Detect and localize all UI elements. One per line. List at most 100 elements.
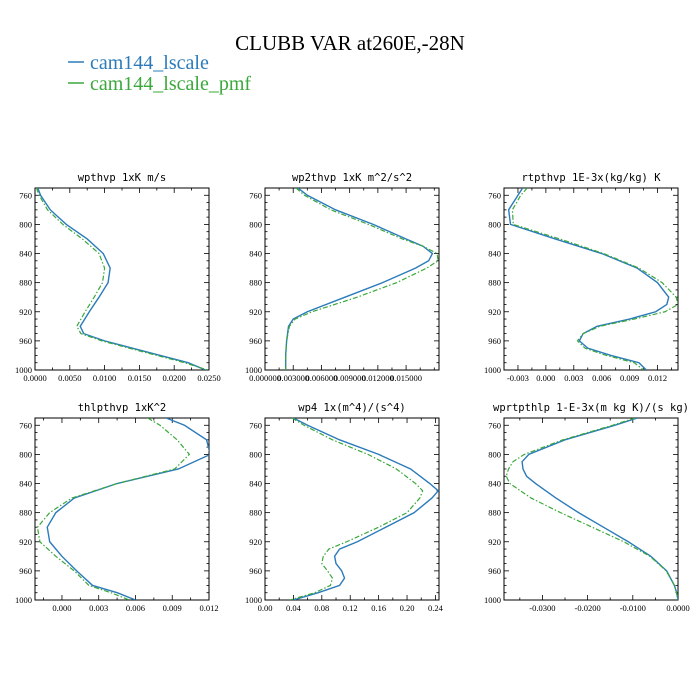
x-tick-label: -0.0200 [575, 603, 601, 613]
x-tick-label: 0.009 [620, 373, 639, 383]
legend: cam144_lscale cam144_lscale_pmf [68, 52, 251, 95]
panels: wpthvp 1xK m/s76080084088092096010000.00… [15, 172, 690, 613]
series-line-lscale-pmf [36, 418, 191, 600]
panel-5: wp4 1x(m^4)/(s^4)76080084088092096010000… [245, 402, 444, 613]
panel-title: wp2thvp 1xK m^2/s^2 [292, 172, 412, 184]
x-tick-label: 0.0050 [58, 373, 81, 383]
x-tick-label: 0.20 [400, 603, 415, 613]
x-tick-label: 0.006 [126, 603, 145, 613]
x-tick-label: 0.0000 [666, 603, 689, 613]
plot-frame [503, 187, 679, 371]
x-tick-label: 0.000 [52, 603, 71, 613]
plot-frame [503, 417, 679, 601]
plot-frame [34, 417, 210, 601]
y-tick-label: 800 [249, 449, 262, 459]
y-tick-label: 880 [249, 508, 262, 518]
y-tick-label: 880 [19, 278, 32, 288]
x-tick-label: 0.24 [428, 603, 444, 613]
x-tick-label: 0.0250 [197, 373, 220, 383]
y-tick-label: 960 [488, 566, 501, 576]
plot-frame [34, 187, 210, 371]
y-tick-label: 920 [249, 307, 262, 317]
panel-3: rtpthvp 1E-3x(kg/kg) K 760 800 840 880 920 960… [484, 172, 679, 383]
panel-1: wpthvp 1xK m/s76080084088092096010000.00… [15, 172, 221, 383]
y-tick-label: 840 [249, 249, 262, 259]
y-tick-label: 760 [249, 190, 262, 200]
panel-title: rtpthvp 1E-3x(kg/kg) K [521, 172, 661, 184]
series-line-lscale-pmf [505, 418, 678, 600]
panel-title: thlpthvp 1xK^2 [78, 402, 167, 414]
y-tick-label: 800 [249, 219, 262, 229]
x-tick-label: 0.012 [199, 603, 218, 613]
series-line-lscale-pmf [285, 188, 439, 370]
y-tick-label: 800 [19, 449, 32, 459]
x-tick-label: 0.04 [286, 603, 302, 613]
panel-6: wprtpthlp 1-E-3x(m kg K)/(s kg) 760 800 840… [484, 402, 690, 613]
y-tick-label: 920 [488, 307, 501, 317]
y-tick-label: 960 [19, 566, 32, 576]
x-tick-label: 0.003 [89, 603, 108, 613]
panel-title: wpthvp 1xK m/s [78, 172, 167, 184]
series-line-lscale [507, 188, 670, 370]
y-tick-label: 880 [19, 508, 32, 518]
legend-label-lscale-pmf: cam144_lscale_pmf [90, 73, 251, 95]
x-tick-label: 0.009000 [334, 373, 366, 383]
y-tick-label: 920 [249, 537, 262, 547]
series-line-lscale-pmf [289, 418, 424, 600]
panel-title: wprtpthlp 1-E-3x(m kg K)/(s kg) [493, 402, 689, 414]
series-line-lscale [293, 418, 439, 600]
y-tick-label: 800 [19, 219, 32, 229]
x-tick-label: 0.0000 [23, 373, 46, 383]
x-tick-label: 0.000000 [249, 373, 281, 383]
x-tick-label: 0.015000 [390, 373, 422, 383]
y-tick-label: 1000 [484, 365, 501, 375]
x-tick-label: -0.0300 [529, 603, 555, 613]
x-tick-label: 0.003000 [277, 373, 309, 383]
series-line-lscale [521, 418, 678, 600]
y-tick-label: 760 [488, 190, 501, 200]
y-tick-label: 960 [19, 336, 32, 346]
y-tick-label: 920 [19, 537, 32, 547]
y-tick-label: 880 [249, 278, 262, 288]
x-tick-label: 0.00 [258, 603, 273, 613]
y-tick-label: 1000 [15, 595, 32, 605]
series-line-lscale [284, 188, 434, 370]
series-line-lscale [46, 418, 209, 600]
y-tick-label: 1000 [484, 595, 501, 605]
y-tick-label: 760 [488, 420, 501, 430]
series-line-lscale-pmf [35, 188, 208, 370]
panel-2: wp2thvp 1xK m^2/s^2 760 800 840 880 920 960 100… [245, 172, 440, 383]
legend-label-lscale: cam144_lscale [90, 52, 209, 74]
y-tick-label: 840 [19, 479, 32, 489]
x-tick-label: 0.12 [343, 603, 358, 613]
y-tick-label: 960 [249, 566, 262, 576]
x-tick-label: -0.003 [507, 373, 529, 383]
y-tick-label: 880 [488, 278, 501, 288]
y-tick-label: 840 [19, 249, 32, 259]
x-tick-label: 0.009 [163, 603, 182, 613]
plot-frame [264, 187, 440, 371]
y-tick-label: 920 [19, 307, 32, 317]
y-tick-label: 760 [249, 420, 262, 430]
y-tick-label: 800 [488, 219, 501, 229]
x-tick-label: 0.0100 [93, 373, 116, 383]
figure-title: CLUBB VAR at260E,-28N [235, 31, 465, 55]
panel-4: thlpthvp 1xK^2 760 800 840 880 920 960 1000 0.00… [15, 402, 219, 613]
series-line-lscale [37, 188, 206, 370]
series-line-lscale-pmf [511, 188, 678, 370]
x-tick-label: 0.012 [648, 373, 667, 383]
y-tick-label: 840 [488, 249, 501, 259]
panel-title: wp4 1x(m^4)/(s^4) [298, 402, 405, 414]
y-tick-label: 760 [19, 420, 32, 430]
x-tick-label: 0.16 [371, 603, 386, 613]
x-tick-label: 0.08 [314, 603, 329, 613]
x-tick-label: 0.006 [592, 373, 611, 383]
y-tick-label: 960 [249, 336, 262, 346]
x-tick-label: -0.0100 [620, 603, 646, 613]
x-tick-label: 0.012000 [362, 373, 394, 383]
y-tick-label: 1000 [245, 595, 262, 605]
y-tick-label: 800 [488, 449, 501, 459]
y-tick-label: 920 [488, 537, 501, 547]
x-tick-label: 0.0200 [163, 373, 186, 383]
